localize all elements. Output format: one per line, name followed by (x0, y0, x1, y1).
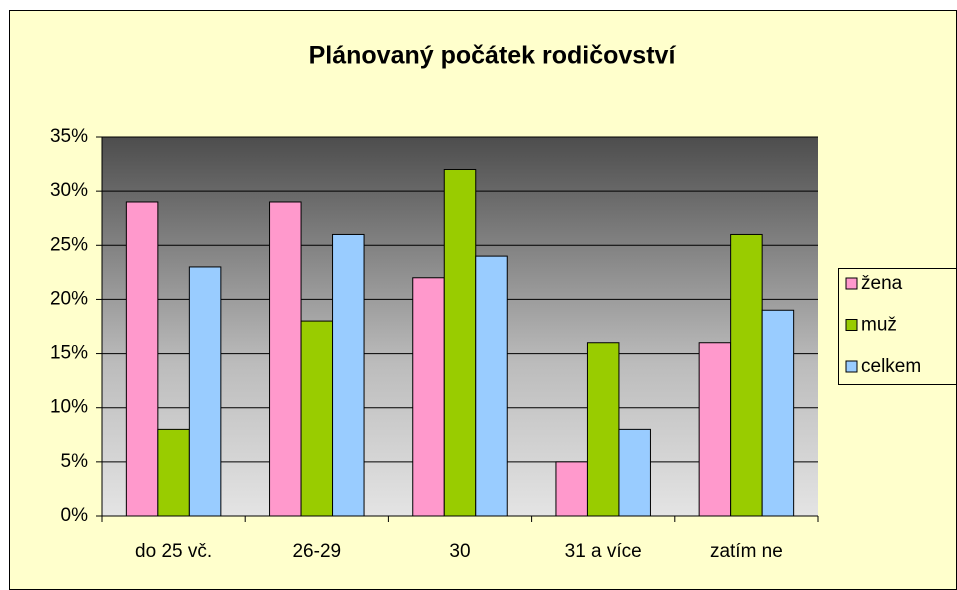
bar (761, 309, 795, 517)
bar (730, 233, 763, 517)
legend-swatch (845, 319, 858, 331)
legend-label: muž (861, 315, 897, 336)
bar (300, 320, 334, 517)
bar (188, 266, 222, 517)
y-tick-label: 20% (50, 288, 88, 309)
y-tick-label: 10% (50, 397, 88, 418)
x-tick-label: zatím ne (710, 541, 783, 562)
bar (618, 428, 651, 517)
bar (555, 461, 588, 517)
bar (475, 255, 508, 517)
y-tick-label: 30% (50, 180, 88, 201)
bar (157, 428, 190, 517)
legend-swatch (845, 360, 858, 373)
y-tick-label: 5% (61, 451, 89, 472)
legend (838, 268, 957, 385)
bar (586, 342, 620, 517)
legend-swatch (845, 277, 858, 290)
x-tick-label: 31 a více (565, 541, 642, 562)
bar (412, 277, 445, 517)
y-tick-label: 15% (50, 343, 88, 364)
x-tick-label: 26-29 (292, 541, 341, 562)
chart-title: Plánovaný počátek rodičovství (309, 42, 677, 70)
legend-label: celkem (861, 356, 921, 377)
bar (269, 201, 302, 517)
y-tick-label: 35% (50, 126, 88, 147)
bar (698, 342, 732, 517)
y-tick-label: 0% (61, 505, 89, 526)
y-tick-label: 25% (50, 234, 88, 255)
bar (443, 168, 477, 517)
bar (332, 233, 365, 517)
x-tick-label: do 25 vč. (135, 541, 212, 562)
legend-label: žena (861, 273, 903, 294)
x-tick-label: 30 (449, 541, 470, 562)
bar (125, 201, 159, 517)
